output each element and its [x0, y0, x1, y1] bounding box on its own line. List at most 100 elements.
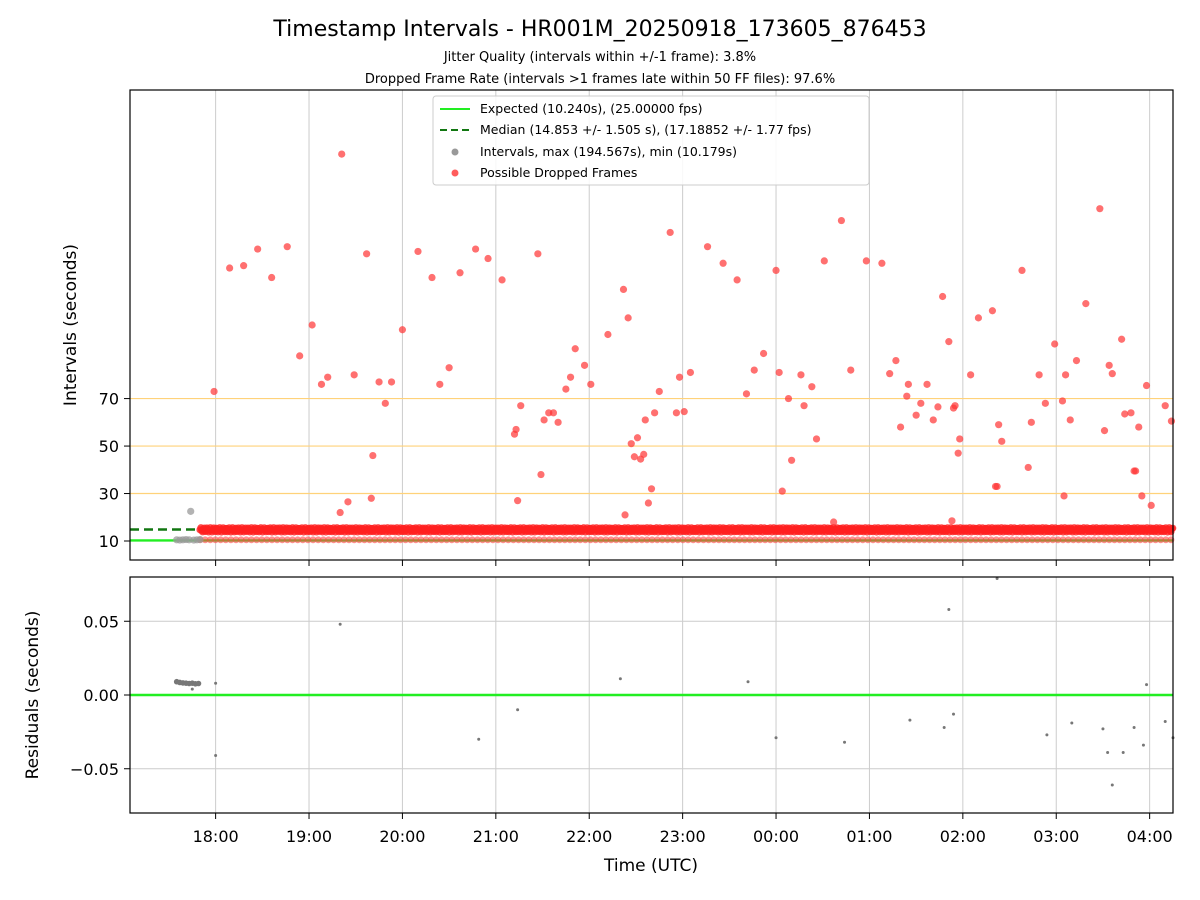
dropped-frame-low-point: [325, 536, 332, 544]
dropped-frame-low-point: [319, 536, 327, 544]
dropped-frame-low-point: [864, 536, 872, 544]
dropped-frame-low-point: [756, 536, 764, 544]
dropped-frame-point: [797, 371, 805, 379]
dropped-frame-point: [1138, 492, 1146, 500]
dropped-frame-low-point: [946, 536, 954, 544]
dropped-frame-low-point: [951, 536, 959, 544]
dropped-frame-point: [562, 385, 570, 393]
dropped-frame-low-point: [761, 536, 769, 544]
dropped-frame-low-point: [751, 536, 759, 544]
residual-point: [942, 725, 946, 729]
dropped-frame-point: [892, 357, 900, 365]
dropped-frame-point: [387, 378, 396, 386]
x-tick-label: 00:00: [753, 827, 799, 846]
dropped-frame-low-point: [777, 536, 784, 544]
dropped-frame-low-point: [237, 536, 245, 544]
legend-box: [432, 95, 870, 186]
dropped-frame-low-point: [694, 536, 702, 544]
residuals-x-ticks: 18:00 19:00 20:00 21:00 22:00 23:00 00:00 01:00…: [193, 813, 1173, 846]
dropped-frame-point: [1061, 371, 1070, 379]
intervals-y-tick-label: 50: [99, 437, 119, 456]
interval-point: [196, 535, 204, 544]
dropped-frame-low-point: [802, 536, 810, 544]
dropped-frame-low-point: [294, 536, 302, 544]
dropped-frame-low-point: [1018, 536, 1026, 544]
interval-point: [187, 507, 195, 515]
dropped-frame-low-point: [1080, 536, 1088, 544]
dropped-frame-point: [742, 390, 751, 398]
dropped-frame-low-point: [314, 536, 322, 544]
dropped-frame-low-point: [658, 536, 666, 544]
dropped-frame-point: [939, 292, 947, 301]
dropped-frame-low-point: [915, 536, 923, 544]
dropped-frame-low-point: [956, 536, 964, 544]
dropped-frame-low-point: [1121, 536, 1129, 544]
dropped-frame-low-point: [1111, 536, 1118, 544]
residual-point: [1141, 743, 1145, 747]
dropped-frame-point: [350, 371, 358, 379]
dropped-frame-point: [788, 456, 796, 464]
dropped-frame-low-point: [1116, 536, 1124, 544]
dropped-frame-point: [733, 276, 741, 284]
dropped-frame-low-point: [350, 536, 358, 544]
dropped-frame-point: [1082, 300, 1090, 308]
dropped-frame-point: [954, 449, 962, 457]
dropped-frame-low-point: [253, 536, 260, 544]
dropped-frame-low-point: [1126, 536, 1134, 544]
dropped-frame-low-point: [1023, 536, 1031, 544]
dropped-frame-point: [517, 402, 525, 410]
dropped-frame-point: [1058, 397, 1067, 405]
dropped-frame-low-point: [838, 536, 846, 544]
dropped-frame-low-point: [530, 536, 538, 544]
dropped-frame-low-point: [1064, 536, 1072, 544]
dropped-frame-low-point: [232, 536, 240, 544]
dropped-frame-low-point: [1085, 536, 1093, 544]
residual-point: [1045, 733, 1049, 737]
dropped-frame-point: [604, 330, 612, 339]
dropped-frame-low-point: [664, 536, 671, 544]
intervals-x-ticks: [215, 560, 1151, 566]
dropped-frame-point: [283, 243, 291, 251]
dropped-frame-point: [1127, 409, 1135, 417]
dropped-frame-point: [1051, 340, 1059, 348]
intervals-y-axis-label: Intervals (seconds): [61, 244, 81, 406]
dropped-frame-low-point: [283, 536, 291, 544]
dropped-frame-point: [934, 403, 942, 411]
intervals-y-tick-label: 70: [99, 390, 119, 409]
dropped-frame-low-point: [474, 536, 481, 544]
dropped-frame-low-point: [545, 536, 553, 544]
dropped-frame-low-point: [361, 536, 368, 544]
legend-expected-label: Expected (10.240s), (25.00000 fps): [480, 101, 702, 116]
dropped-frame-low-point: [422, 536, 430, 544]
dropped-frame-low-point: [427, 536, 435, 544]
dropped-frame-low-point: [1034, 536, 1041, 544]
x-tick-label: 04:00: [1127, 827, 1173, 846]
dropped-frame-point: [1105, 361, 1113, 369]
dropped-frame-point: [445, 364, 453, 372]
dropped-frame-low-point: [669, 536, 677, 544]
dropped-frame-low-point: [905, 536, 913, 544]
residual-point: [195, 680, 202, 687]
dropped-frame-point: [534, 250, 542, 258]
chart-subtitle-dropped: Dropped Frame Rate (intervals >1 frames …: [365, 72, 835, 87]
dropped-frame-low-point: [1013, 536, 1021, 544]
dropped-frame-point: [210, 387, 218, 396]
dropped-frame-low-point: [859, 536, 867, 544]
dropped-frame-low-point: [895, 536, 903, 544]
dropped-frame-point: [549, 409, 558, 417]
dropped-frame-low-point: [1090, 536, 1098, 544]
dropped-frame-point: [1142, 381, 1151, 390]
dropped-frame-point: [680, 408, 688, 416]
x-tick-label: 23:00: [660, 827, 706, 846]
intervals-y-tick-label: 10: [99, 532, 119, 551]
dropped-frame-low-point: [972, 536, 980, 544]
dropped-frame-point: [651, 409, 659, 417]
dropped-frame-low-point: [782, 536, 790, 544]
dropped-frame-low-point: [766, 536, 774, 544]
dropped-frame-point: [1066, 416, 1074, 424]
dropped-frame-point: [1035, 371, 1043, 379]
dropped-frame-low-point: [381, 536, 389, 544]
dropped-frame-point: [993, 482, 1001, 491]
dropped-frame-point: [1147, 501, 1155, 510]
dropped-frame-low-point: [818, 536, 826, 544]
